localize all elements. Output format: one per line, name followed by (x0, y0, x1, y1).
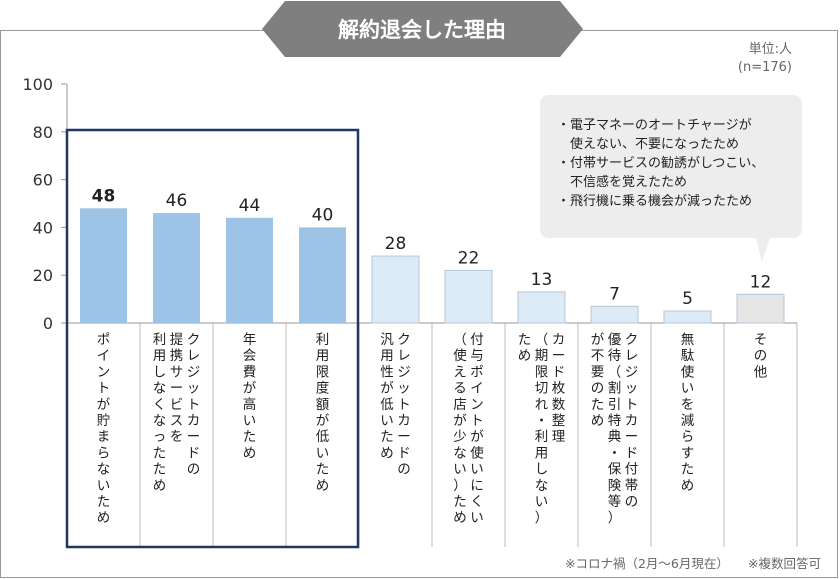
category-label: が不要のため (591, 332, 605, 429)
bar (663, 310, 712, 324)
data-label: 7 (609, 284, 620, 304)
sample-note: (n=176) (738, 60, 792, 75)
bar (80, 208, 127, 323)
bar (299, 227, 346, 323)
y-tick-label: 60 (33, 171, 53, 190)
category-label: ポイントが貯まらないため (97, 332, 111, 526)
y-tick-label: 20 (33, 266, 53, 285)
category-label: 付与ポイントが使いにくい (470, 332, 484, 526)
category-label: （使える店が少ない）ため (453, 332, 467, 526)
bar (371, 255, 420, 324)
callout-text: 不信感を覚えたため (557, 174, 687, 190)
bar (153, 213, 200, 323)
data-label: 48 (92, 186, 116, 206)
category-label: 汎用性が低いため (380, 332, 394, 461)
callout-text: 使えない、不要になったため (557, 136, 739, 152)
other-callout-bubble (540, 95, 802, 262)
category-label: その他 (754, 332, 768, 380)
data-label: 28 (385, 234, 407, 254)
chart-title: 解約退会した理由 (338, 18, 506, 42)
category-label: クレジットカードの (397, 332, 411, 478)
category-label: 利用限度額が低いため (316, 332, 330, 494)
unit-note: 単位:人 (749, 41, 792, 57)
category-label: （期限切れ・利用しない） (535, 332, 549, 526)
bar (590, 305, 639, 324)
footnote-covid: ※コロナ禍（2月～6月現在） (565, 556, 729, 571)
highlight-box (65, 128, 360, 549)
data-label: 22 (458, 248, 480, 268)
bar (226, 217, 273, 323)
title-banner (262, 1, 583, 57)
data-label: 46 (166, 191, 188, 211)
bar (517, 291, 566, 324)
category-label: 年会費が高いため (243, 332, 257, 461)
category-label: クレジットカードの (187, 332, 201, 478)
data-label: 44 (239, 196, 261, 216)
data-label: 12 (750, 272, 772, 292)
category-label: クレジットカード付帯の (625, 332, 639, 510)
callout-text: ・電子マネーのオートチャージが (557, 118, 752, 133)
callout-text: ・付帯サービスの勧誘がしつこい、 (557, 155, 764, 171)
bar (736, 293, 785, 324)
y-tick-label: 100 (22, 75, 53, 94)
callout-text: ・飛行機に乗る機会が減ったため (557, 193, 752, 209)
y-tick-label: 40 (33, 218, 53, 237)
category-label: 提携サービスを (170, 332, 184, 445)
data-label: 5 (682, 289, 693, 309)
category-label: カード枚数整理 (552, 332, 566, 445)
footnote-multiple: ※複数回答可 (748, 556, 821, 571)
data-label: 40 (312, 205, 334, 225)
category-label: 無駄使いを減らすため (681, 332, 695, 494)
category-label: 利用しなくなったため (153, 332, 167, 494)
category-label: ため (518, 332, 532, 364)
category-label: 優待（割引特典・保険等） (608, 332, 622, 526)
y-tick-label: 80 (33, 123, 53, 142)
bar (444, 269, 493, 324)
y-tick-label: 0 (43, 314, 53, 333)
data-label: 13 (531, 270, 553, 290)
